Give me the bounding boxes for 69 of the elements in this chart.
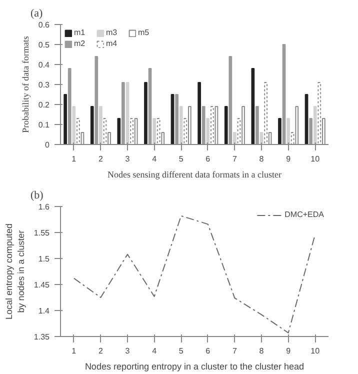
y-tick-label: 0.2 <box>38 100 50 110</box>
x-tick-label: 9 <box>286 154 292 164</box>
x-tick-label: 8 <box>259 346 264 356</box>
x-tick-label: 7 <box>232 346 238 356</box>
x-tick-label: 1 <box>72 154 77 164</box>
y-tick-label: 0.1 <box>38 120 50 130</box>
x-tick-label: 9 <box>286 346 292 356</box>
bar <box>72 106 76 144</box>
bar <box>233 132 236 144</box>
text: (a) <box>30 8 44 20</box>
x-tick-label: 10 <box>310 154 320 164</box>
y-tick-label: 0.5 <box>38 40 50 50</box>
x-tick-label: 4 <box>152 154 158 164</box>
legend-label: m1 <box>74 28 86 37</box>
x-tick-label: 1 <box>72 346 77 356</box>
y-axis-title: Probability of data formats <box>20 36 30 133</box>
y-tick-label: 1.45 <box>34 280 50 290</box>
bar <box>152 118 156 144</box>
bar <box>90 106 94 144</box>
bar <box>313 106 317 144</box>
bar <box>278 118 282 144</box>
legend-label: m5 <box>138 28 150 37</box>
text: (b) <box>30 190 44 202</box>
x-tick-label: 6 <box>206 346 211 356</box>
legend-label: m4 <box>106 39 118 48</box>
bar <box>68 68 72 144</box>
y-axis-title: Local entropy computed by nodes in a cluster <box>4 223 26 320</box>
y-tick-label: 1.35 <box>34 332 50 342</box>
x-tick-label: 5 <box>178 346 184 356</box>
x-tick-label: 2 <box>98 154 104 164</box>
x-tick-label: 3 <box>125 154 130 164</box>
bar <box>202 106 206 144</box>
y-tick-label: 0 <box>45 140 50 150</box>
bar <box>175 94 178 144</box>
x-tick-label: 5 <box>178 154 184 164</box>
y-tick-label: 1.4 <box>38 306 50 316</box>
x-axis-title: Nodes sensing different data formats in a cluster <box>107 170 282 180</box>
bar <box>256 106 259 144</box>
bar <box>179 106 183 144</box>
legend-label: m2 <box>74 39 86 48</box>
x-tick-label: 3 <box>125 346 130 356</box>
x-tick-label: 8 <box>259 154 264 164</box>
x-tick-label: 10 <box>310 346 320 356</box>
bar <box>117 118 121 144</box>
bar <box>224 106 228 144</box>
bar <box>144 82 148 144</box>
bar <box>286 118 290 144</box>
x-tick-label: 7 <box>232 154 238 164</box>
bar <box>122 82 125 144</box>
legend-label: DMC+EDA <box>284 210 324 219</box>
x-tick-label: 2 <box>98 346 104 356</box>
y-tick-label: 0.3 <box>38 80 50 90</box>
x-tick-label: 4 <box>152 346 158 356</box>
bar <box>206 118 210 144</box>
y-tick-label: 0.6 <box>38 20 50 30</box>
x-axis-title: Nodes reporting entropy in a cluster to the cluster head <box>84 362 304 372</box>
x-tick-label: 6 <box>206 154 211 164</box>
bar <box>198 82 202 144</box>
y-tick-label: 1.5 <box>38 254 50 264</box>
bar <box>64 94 68 144</box>
bar <box>251 68 255 144</box>
y-tick-label: 1.6 <box>38 202 50 212</box>
bar <box>228 56 232 144</box>
y-tick-label: 1.55 <box>34 228 50 238</box>
y-tick-label: 0.4 <box>38 60 50 70</box>
legend-label: m3 <box>106 28 118 37</box>
bar <box>99 106 102 144</box>
bar <box>309 118 312 144</box>
bar <box>94 56 98 144</box>
